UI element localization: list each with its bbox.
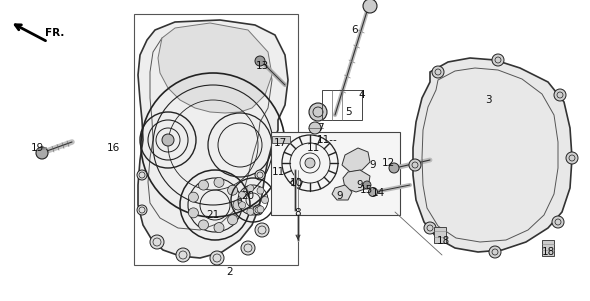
Circle shape <box>36 147 48 159</box>
Circle shape <box>363 0 377 13</box>
Text: 12: 12 <box>381 158 395 168</box>
Circle shape <box>150 235 164 249</box>
Text: 10: 10 <box>290 178 303 188</box>
Text: 9: 9 <box>357 180 363 190</box>
Text: 19: 19 <box>30 143 44 153</box>
Circle shape <box>253 205 263 215</box>
Circle shape <box>552 216 564 228</box>
Circle shape <box>228 215 238 225</box>
Circle shape <box>255 170 265 180</box>
Text: FR.: FR. <box>45 28 64 38</box>
Text: 14: 14 <box>371 188 385 198</box>
Circle shape <box>228 185 238 195</box>
Circle shape <box>214 177 224 187</box>
Circle shape <box>137 205 147 215</box>
Bar <box>434 227 446 243</box>
Circle shape <box>554 89 566 101</box>
Text: 21: 21 <box>206 210 219 220</box>
Circle shape <box>309 122 321 134</box>
Text: 5: 5 <box>345 107 351 117</box>
Text: 15: 15 <box>359 185 373 195</box>
Circle shape <box>363 181 371 189</box>
Text: 7: 7 <box>317 123 323 133</box>
Circle shape <box>176 248 190 262</box>
Polygon shape <box>343 170 370 192</box>
Bar <box>542 240 554 256</box>
Circle shape <box>489 246 501 258</box>
Text: 11: 11 <box>306 143 320 153</box>
Circle shape <box>210 251 224 265</box>
Circle shape <box>241 241 255 255</box>
Circle shape <box>261 197 268 203</box>
Circle shape <box>369 188 378 197</box>
Circle shape <box>233 200 243 210</box>
Bar <box>271 132 400 215</box>
Circle shape <box>188 192 198 202</box>
Bar <box>134 14 298 265</box>
Circle shape <box>162 134 174 146</box>
Circle shape <box>247 208 254 215</box>
Text: 20: 20 <box>241 191 254 201</box>
Circle shape <box>305 158 315 168</box>
Circle shape <box>239 191 245 198</box>
Text: 16: 16 <box>106 143 120 153</box>
Text: 13: 13 <box>255 61 268 71</box>
Text: 11--: 11-- <box>317 135 337 145</box>
Text: 17: 17 <box>273 138 287 148</box>
Circle shape <box>389 163 399 173</box>
Circle shape <box>198 220 208 230</box>
Circle shape <box>309 103 327 121</box>
Circle shape <box>137 170 147 180</box>
Circle shape <box>198 180 208 190</box>
Text: 8: 8 <box>294 208 301 218</box>
Text: 6: 6 <box>352 25 358 35</box>
Text: 9: 9 <box>337 191 343 201</box>
Circle shape <box>239 202 245 209</box>
Text: 4: 4 <box>359 90 365 100</box>
Circle shape <box>492 54 504 66</box>
Circle shape <box>214 223 224 233</box>
Circle shape <box>432 66 444 78</box>
Circle shape <box>247 185 254 192</box>
Text: 9: 9 <box>370 160 376 170</box>
Bar <box>322 90 362 120</box>
Circle shape <box>409 159 421 171</box>
Polygon shape <box>342 148 370 172</box>
Text: 18: 18 <box>437 236 450 246</box>
Text: 3: 3 <box>485 95 491 105</box>
Circle shape <box>257 187 264 194</box>
Circle shape <box>255 56 265 66</box>
Circle shape <box>257 206 264 213</box>
Text: 18: 18 <box>542 247 555 257</box>
Circle shape <box>188 208 198 218</box>
Text: 2: 2 <box>227 267 233 277</box>
Polygon shape <box>413 58 572 252</box>
Circle shape <box>255 223 269 237</box>
Bar <box>272 136 290 143</box>
Polygon shape <box>158 23 272 113</box>
Polygon shape <box>332 185 352 200</box>
Circle shape <box>424 222 436 234</box>
Polygon shape <box>138 20 288 258</box>
Text: 11: 11 <box>271 167 284 177</box>
Circle shape <box>566 152 578 164</box>
